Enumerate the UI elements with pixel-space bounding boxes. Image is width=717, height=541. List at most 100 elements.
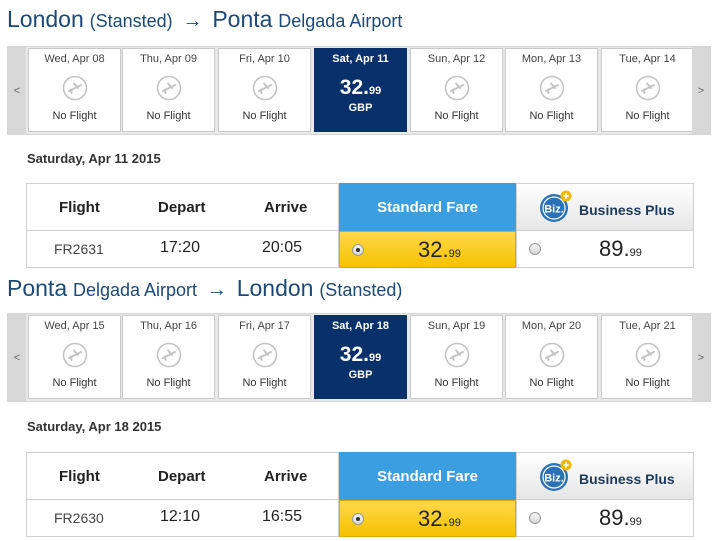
depart-column-header: Depart <box>158 467 206 485</box>
date-label: Mon, Apr 13 <box>521 53 582 65</box>
no-flight-text: No Flight <box>434 110 479 122</box>
date-selector: < Wed, Apr 08 No Flight Thu, Apr 09 No F… <box>7 46 711 135</box>
no-flight-text: No Flight <box>625 110 670 122</box>
no-flight-text: No Flight <box>242 377 287 389</box>
flight-header-group: Flight Depart Arrive <box>26 452 339 500</box>
date-option[interactable]: Mon, Apr 13 No Flight <box>505 48 598 132</box>
arrive-time: 20:05 <box>262 239 303 256</box>
standard-fare-radio[interactable] <box>352 513 364 525</box>
standard-fare-price: 32.99 <box>418 506 461 531</box>
day-price: 32.99 <box>339 76 382 99</box>
standard-fare-option[interactable]: 32.99 <box>339 500 516 537</box>
plane-icon <box>62 75 87 101</box>
plane-icon <box>635 342 660 368</box>
date-label: Thu, Apr 16 <box>140 320 197 332</box>
prev-dates-button[interactable]: < <box>8 47 26 134</box>
date-option[interactable]: Mon, Apr 20 No Flight <box>505 315 598 399</box>
destination-airport: (Stansted) <box>319 280 403 300</box>
business-plus-radio[interactable] <box>529 512 541 524</box>
date-label: Thu, Apr 09 <box>140 53 197 65</box>
standard-fare-option[interactable]: 32.99 <box>339 231 516 268</box>
flight-row: FR2631 17:20 20:05 32.99 89.99 <box>26 231 694 268</box>
date-label: Sat, Apr 11 <box>332 53 389 65</box>
date-option-selected[interactable]: Sat, Apr 11 32.99 GBP <box>314 48 407 132</box>
no-flight-text: No Flight <box>52 110 97 122</box>
standard-fare-header: Standard Fare <box>339 183 516 231</box>
flight-number: FR2631 <box>54 241 104 257</box>
plane-icon <box>62 342 87 368</box>
no-flight-text: No Flight <box>52 377 97 389</box>
fare-table-header: Flight Depart Arrive Standard Fare Biz. … <box>26 183 694 231</box>
date-selector: < Wed, Apr 15 No Flight Thu, Apr 16 No F… <box>7 313 711 402</box>
plane-icon <box>539 75 564 101</box>
no-flight-text: No Flight <box>434 377 479 389</box>
business-plus-option[interactable]: 89.99 <box>516 231 694 268</box>
plane-icon <box>252 75 277 101</box>
date-option-selected[interactable]: Sat, Apr 18 32.99 GBP <box>314 315 407 399</box>
no-flight-text: No Flight <box>146 110 191 122</box>
date-option[interactable]: Thu, Apr 16 No Flight <box>122 315 215 399</box>
date-option[interactable]: Fri, Apr 17 No Flight <box>218 315 311 399</box>
date-option[interactable]: Tue, Apr 14 No Flight <box>601 48 694 132</box>
date-label: Tue, Apr 14 <box>619 53 676 65</box>
plane-icon <box>252 342 277 368</box>
flight-column-header: Flight <box>59 467 100 485</box>
flight-column-header: Flight <box>59 198 100 216</box>
no-flight-text: No Flight <box>146 377 191 389</box>
origin-airport: Delgada Airport <box>72 280 198 300</box>
business-plus-label: Business Plus <box>579 202 675 218</box>
next-dates-button[interactable]: > <box>692 47 710 134</box>
route-title: London (Stansted) → Ponta Delgada Airpor… <box>7 6 402 33</box>
business-plus-radio[interactable] <box>529 243 541 255</box>
origin-city: Ponta <box>7 275 68 301</box>
date-option[interactable]: Fri, Apr 10 No Flight <box>218 48 311 132</box>
date-option[interactable]: Wed, Apr 08 No Flight <box>28 48 121 132</box>
arrive-column-header: Arrive <box>264 198 308 216</box>
depart-column-header: Depart <box>158 198 206 216</box>
next-dates-button[interactable]: > <box>692 314 710 401</box>
business-plus-option[interactable]: 89.99 <box>516 500 694 537</box>
biz-badge-icon: Biz. <box>540 190 572 222</box>
prev-dates-button[interactable]: < <box>8 314 26 401</box>
inbound-section: Ponta Delgada Airport → London (Stansted… <box>0 268 717 541</box>
depart-time: 12:10 <box>160 508 201 525</box>
date-label: Sun, Apr 12 <box>427 53 486 65</box>
arrive-time: 16:55 <box>262 508 303 525</box>
route-title: Ponta Delgada Airport → London (Stansted… <box>7 275 402 302</box>
date-label: Fri, Apr 10 <box>239 53 290 65</box>
flight-info: FR2630 12:10 16:55 <box>26 500 339 537</box>
day-price: 32.99 <box>339 343 382 366</box>
date-option[interactable]: Tue, Apr 21 No Flight <box>601 315 694 399</box>
business-plus-label: Business Plus <box>579 471 675 487</box>
flight-header-group: Flight Depart Arrive <box>26 183 339 231</box>
plane-icon <box>156 75 181 101</box>
plane-icon <box>444 342 469 368</box>
no-flight-text: No Flight <box>242 110 287 122</box>
origin-city: London <box>7 6 84 32</box>
standard-fare-radio[interactable] <box>352 244 364 256</box>
date-option[interactable]: Sun, Apr 19 No Flight <box>410 315 503 399</box>
selected-date-heading: Saturday, Apr 18 2015 <box>27 419 162 434</box>
plane-icon <box>635 75 660 101</box>
date-option[interactable]: Thu, Apr 09 No Flight <box>122 48 215 132</box>
business-plus-header: Biz. Business Plus <box>516 452 694 500</box>
plane-icon <box>156 342 181 368</box>
currency-label: GBP <box>348 102 373 114</box>
plane-icon <box>539 342 564 368</box>
route-arrow-icon: → <box>206 279 227 301</box>
date-label: Mon, Apr 20 <box>521 320 582 332</box>
date-label: Sat, Apr 18 <box>331 320 390 332</box>
no-flight-text: No Flight <box>625 377 670 389</box>
date-label: Wed, Apr 15 <box>44 320 105 332</box>
outbound-section: London (Stansted) → Ponta Delgada Airpor… <box>0 0 717 270</box>
date-option[interactable]: Wed, Apr 15 No Flight <box>28 315 121 399</box>
depart-time: 17:20 <box>160 239 201 256</box>
route-arrow-icon: → <box>182 10 203 32</box>
date-option[interactable]: Sun, Apr 12 No Flight <box>410 48 503 132</box>
biz-badge-text: Biz. <box>544 473 564 485</box>
date-label: Sun, Apr 19 <box>427 320 486 332</box>
date-label: Tue, Apr 21 <box>619 320 676 332</box>
flight-number: FR2630 <box>54 510 104 526</box>
destination-city: Ponta <box>212 6 273 32</box>
selected-date-heading: Saturday, Apr 11 2015 <box>27 151 161 166</box>
